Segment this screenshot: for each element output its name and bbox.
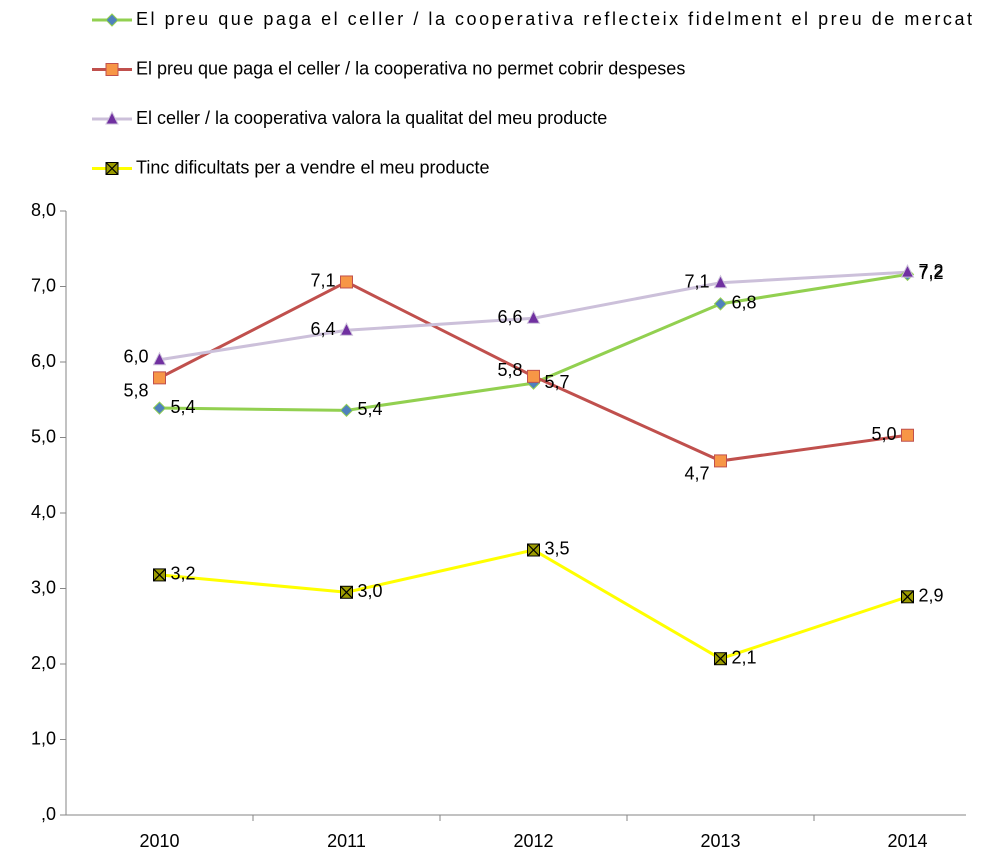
marker xyxy=(340,585,353,599)
marker xyxy=(339,322,354,336)
marker-shape xyxy=(901,428,914,442)
marker-x xyxy=(340,585,353,599)
data-label: 5,7 xyxy=(545,372,570,392)
marker-shape xyxy=(713,274,728,289)
data-label: 6,4 xyxy=(310,319,335,339)
data-label: 5,8 xyxy=(497,360,522,380)
data-label: 7,2 xyxy=(919,261,944,281)
marker xyxy=(340,275,353,289)
marker-shape xyxy=(340,275,353,289)
marker xyxy=(526,310,541,324)
y-tick-label: 6,0 xyxy=(31,351,56,371)
data-label: 5,8 xyxy=(123,381,148,401)
legend-label: Tinc dificultats per a vendre el meu pro… xyxy=(136,157,490,177)
marker xyxy=(713,274,728,289)
data-label: 3,2 xyxy=(171,564,196,584)
marker-x xyxy=(153,568,166,582)
x-tick-label: 2014 xyxy=(887,831,927,851)
marker xyxy=(153,568,166,582)
marker xyxy=(105,110,119,125)
y-tick-label: 5,0 xyxy=(31,426,56,446)
data-label: 4,7 xyxy=(684,464,709,484)
data-label: 5,0 xyxy=(871,424,896,444)
data-label: 7,1 xyxy=(684,271,709,291)
marker xyxy=(714,454,727,468)
marker xyxy=(527,543,540,557)
marker xyxy=(713,297,728,311)
marker xyxy=(527,369,540,383)
x-tick-label: 2011 xyxy=(327,831,366,851)
data-label: 2,9 xyxy=(919,586,944,606)
marker xyxy=(900,264,915,278)
legend-label: El preu que paga el celler / la cooperat… xyxy=(136,58,685,78)
marker-x xyxy=(901,590,914,604)
marker-shape xyxy=(526,310,541,324)
y-tick-label: 7,0 xyxy=(31,275,56,295)
marker-shape xyxy=(152,401,167,415)
series-line xyxy=(159,548,908,661)
marker-x xyxy=(105,162,119,175)
y-tick-label: 1,0 xyxy=(31,728,56,748)
data-label: 3,0 xyxy=(358,581,383,601)
marker-shape xyxy=(105,13,119,27)
data-label: 6,6 xyxy=(497,307,522,327)
marker xyxy=(152,351,167,366)
marker xyxy=(105,162,119,175)
y-tick-label: ,0 xyxy=(41,804,56,824)
data-label: 2,1 xyxy=(732,647,757,667)
data-label: 5,4 xyxy=(171,397,196,417)
data-label: 6,8 xyxy=(732,293,757,313)
marker-shape xyxy=(714,454,727,468)
data-label: 7,2 xyxy=(919,263,944,283)
marker-shape xyxy=(527,369,540,383)
marker-shape xyxy=(713,297,728,311)
data-label: 5,4 xyxy=(358,399,383,419)
marker xyxy=(105,63,119,76)
x-tick-label: 2010 xyxy=(139,831,179,851)
legend-label: El preu que paga el celler / la cooperat… xyxy=(136,9,972,29)
data-label: 3,5 xyxy=(545,539,570,559)
marker-shape xyxy=(152,351,167,366)
x-tick-label: 2012 xyxy=(513,831,553,851)
y-tick-label: 3,0 xyxy=(31,577,56,597)
marker-shape xyxy=(339,403,354,418)
data-label: 7,1 xyxy=(310,271,335,291)
marker-shape xyxy=(105,110,119,125)
marker xyxy=(901,590,914,604)
y-tick-label: 2,0 xyxy=(31,653,56,673)
marker xyxy=(339,403,354,418)
x-tick-label: 2013 xyxy=(700,831,740,851)
legend-label: El celler / la cooperativa valora la qua… xyxy=(136,108,607,128)
y-tick-label: 8,0 xyxy=(31,200,56,220)
marker-x xyxy=(714,652,727,666)
marker-shape xyxy=(105,63,119,76)
marker xyxy=(152,401,167,415)
marker xyxy=(153,371,166,385)
marker-x xyxy=(527,543,540,557)
marker-shape xyxy=(153,371,166,385)
marker-shape xyxy=(900,264,915,278)
marker xyxy=(714,652,727,666)
data-label: 6,0 xyxy=(123,346,148,366)
marker xyxy=(901,428,914,442)
y-tick-label: 4,0 xyxy=(31,502,56,522)
marker xyxy=(105,13,119,27)
marker-shape xyxy=(339,322,354,336)
